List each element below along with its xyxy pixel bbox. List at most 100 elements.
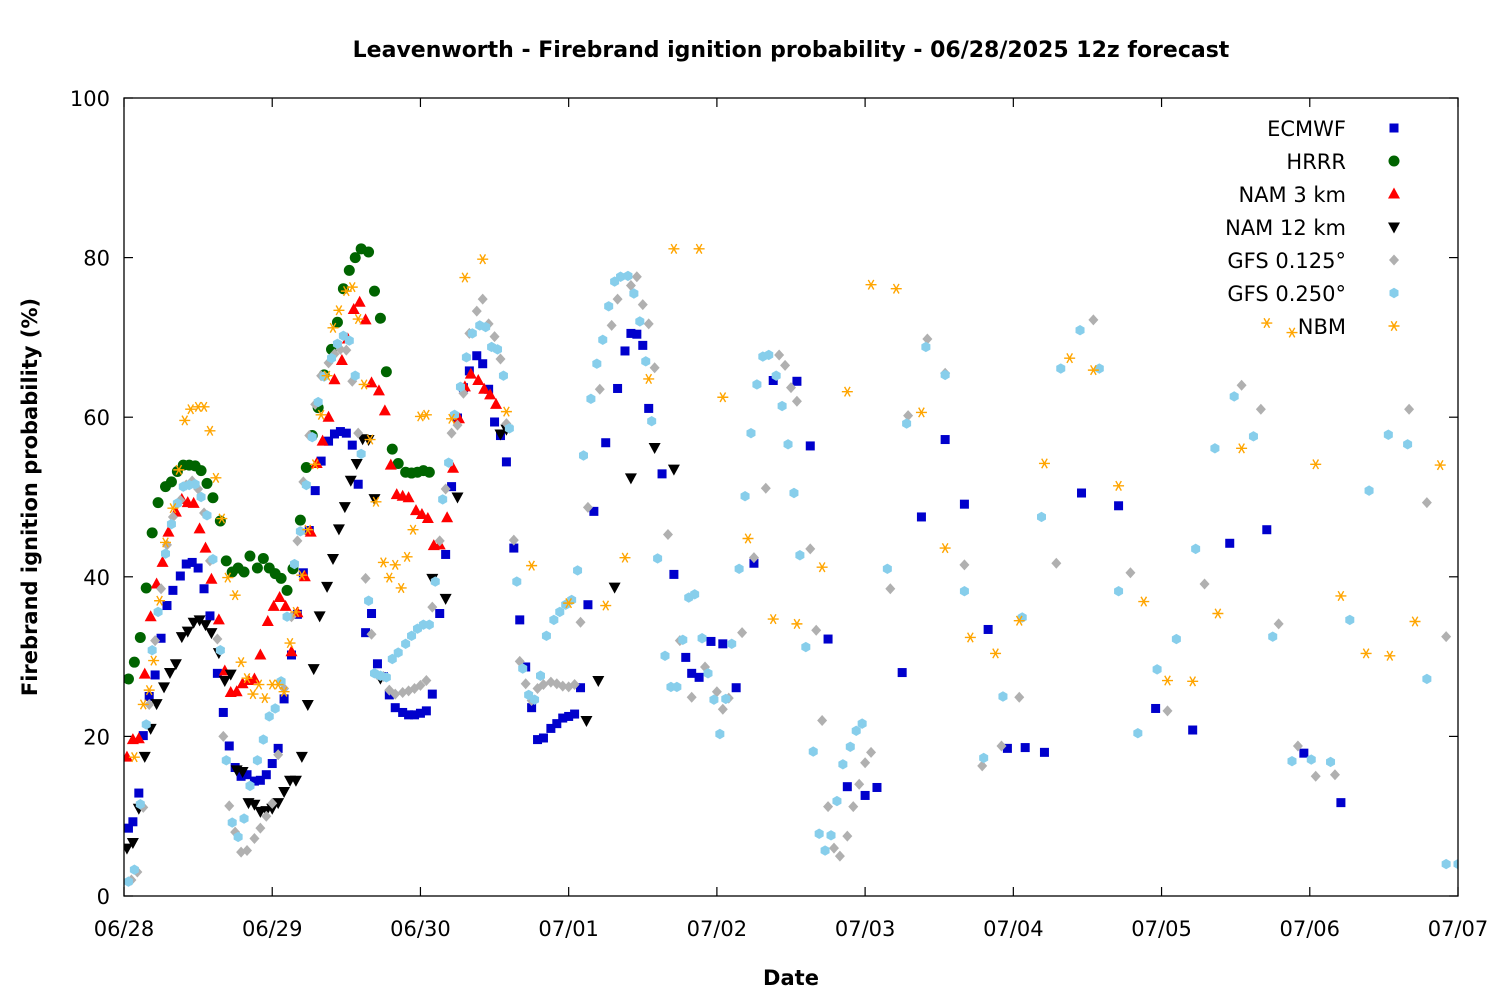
data-point-gfs-0-125 [538,679,549,691]
x-tick-label: 07/07 [1428,917,1489,941]
data-point-nam-3-km [254,648,267,660]
data-point-ecmwf [316,456,326,466]
data-point-gfs-0-125 [922,333,933,345]
data-point-nbm [526,560,538,571]
data-point-nam-12-km [175,632,188,644]
data-point-ecmwf [538,733,548,743]
data-point-gfs-0-250 [124,876,133,887]
data-point-gfs-0-250 [721,693,731,705]
data-point-gfs-0-250 [215,645,225,656]
data-point-nbm [229,590,241,601]
data-point-gfs-0-125 [360,572,371,584]
y-axis-title: Firebrand ignition probability (%) [18,298,42,696]
data-point-gfs-0-125 [242,845,253,857]
data-point-hrrr [275,572,287,584]
data-point-gfs-0-125 [903,410,914,422]
data-point-nbm [939,542,951,554]
data-point-ecmwf [421,706,431,716]
x-tick-label: 07/01 [538,917,599,941]
data-point-gfs-0-250 [264,711,274,722]
data-point-nam-3-km [478,382,491,394]
data-point-nbm [420,409,432,420]
data-point-gfs-0-125 [977,760,988,772]
data-point-hrrr [251,562,263,574]
data-point-gfs-0-250 [959,585,969,597]
data-point-nbm [309,459,321,470]
data-point-gfs-0-125 [606,319,617,331]
data-point-ecmwf [427,689,437,699]
data-point-ecmwf [273,743,283,753]
series-nbm [128,243,1446,763]
data-point-nbm [204,425,216,436]
data-point-hrrr [392,457,404,469]
data-point-ecmwf [1114,501,1124,511]
data-point-nbm [1038,458,1050,469]
data-point-hrrr [128,656,140,668]
data-point-ecmwf [124,823,133,833]
data-point-nbm [259,692,271,704]
data-point-gfs-0-250 [820,845,830,856]
data-point-gfs-0-250 [771,370,781,381]
data-point-nbm [865,279,877,290]
data-point-gfs-0-125 [150,635,161,647]
data-point-ecmwf [261,770,271,780]
data-point-gfs-0-125 [1404,403,1415,415]
series-gfs-0-250 [124,270,1458,887]
data-point-gfs-0-250 [160,548,171,559]
data-point-gfs-0-125 [885,583,896,595]
data-point-ecmwf [749,558,759,568]
data-point-ecmwf [620,346,630,356]
data-point-nam-12-km [236,767,249,779]
x-tick-label: 07/05 [1131,917,1192,941]
data-point-hrrr [363,246,375,258]
data-point-gfs-0-250 [313,396,323,408]
data-point-gfs-0-250 [344,335,354,346]
data-point-ecmwf [916,512,926,522]
data-point-gfs-0-125 [1125,567,1136,579]
data-point-ecmwf [255,775,265,785]
data-point-gfs-0-125 [415,679,426,691]
data-point-gfs-0-250 [764,349,774,361]
data-point-gfs-0-250 [381,672,391,683]
data-point-gfs-0-250 [851,725,861,737]
data-point-nbm [414,411,426,422]
data-point-nam-3-km [384,458,397,470]
data-point-ecmwf [940,435,950,445]
data-point-gfs-0-250 [282,611,292,622]
data-point-ecmwf [805,441,815,451]
data-point-gfs-0-250 [467,328,477,339]
data-point-nam-3-km [187,496,200,508]
data-point-gfs-0-250 [1345,614,1355,626]
data-point-nam-3-km [353,295,366,307]
data-point-ecmwf [490,417,500,427]
data-point-ecmwf [310,486,320,496]
data-point-nbm [167,503,179,514]
data-point-nbm [964,632,976,643]
data-point-gfs-0-125 [834,850,845,862]
data-point-gfs-0-250 [678,634,688,646]
data-point-nam-12-km [169,659,182,671]
data-point-gfs-0-250 [1210,443,1220,454]
data-point-nbm [717,392,729,403]
data-point-gfs-0-125 [255,822,266,834]
data-point-ecmwf [347,440,357,450]
data-point-ecmwf [193,563,203,573]
data-point-gfs-0-125 [292,535,303,547]
data-point-nbm [1212,608,1224,619]
data-point-nam-3-km [205,572,218,584]
series-nam-3-km [124,295,503,762]
data-point-nbm [278,686,290,697]
data-point-nam-3-km [193,522,206,534]
data-point-nam-3-km [279,599,292,611]
data-point-nam-3-km [452,412,465,424]
data-point-gfs-0-125 [1421,497,1432,509]
data-point-gfs-0-250 [660,650,670,662]
data-point-gfs-0-125 [446,427,457,439]
data-point-nam-12-km [199,620,212,632]
data-point-gfs-0-250 [530,694,540,705]
data-point-gfs-0-125 [643,318,654,330]
data-point-nam-3-km [335,354,348,366]
data-point-gfs-0-250 [998,691,1008,702]
data-point-nbm [173,464,185,476]
